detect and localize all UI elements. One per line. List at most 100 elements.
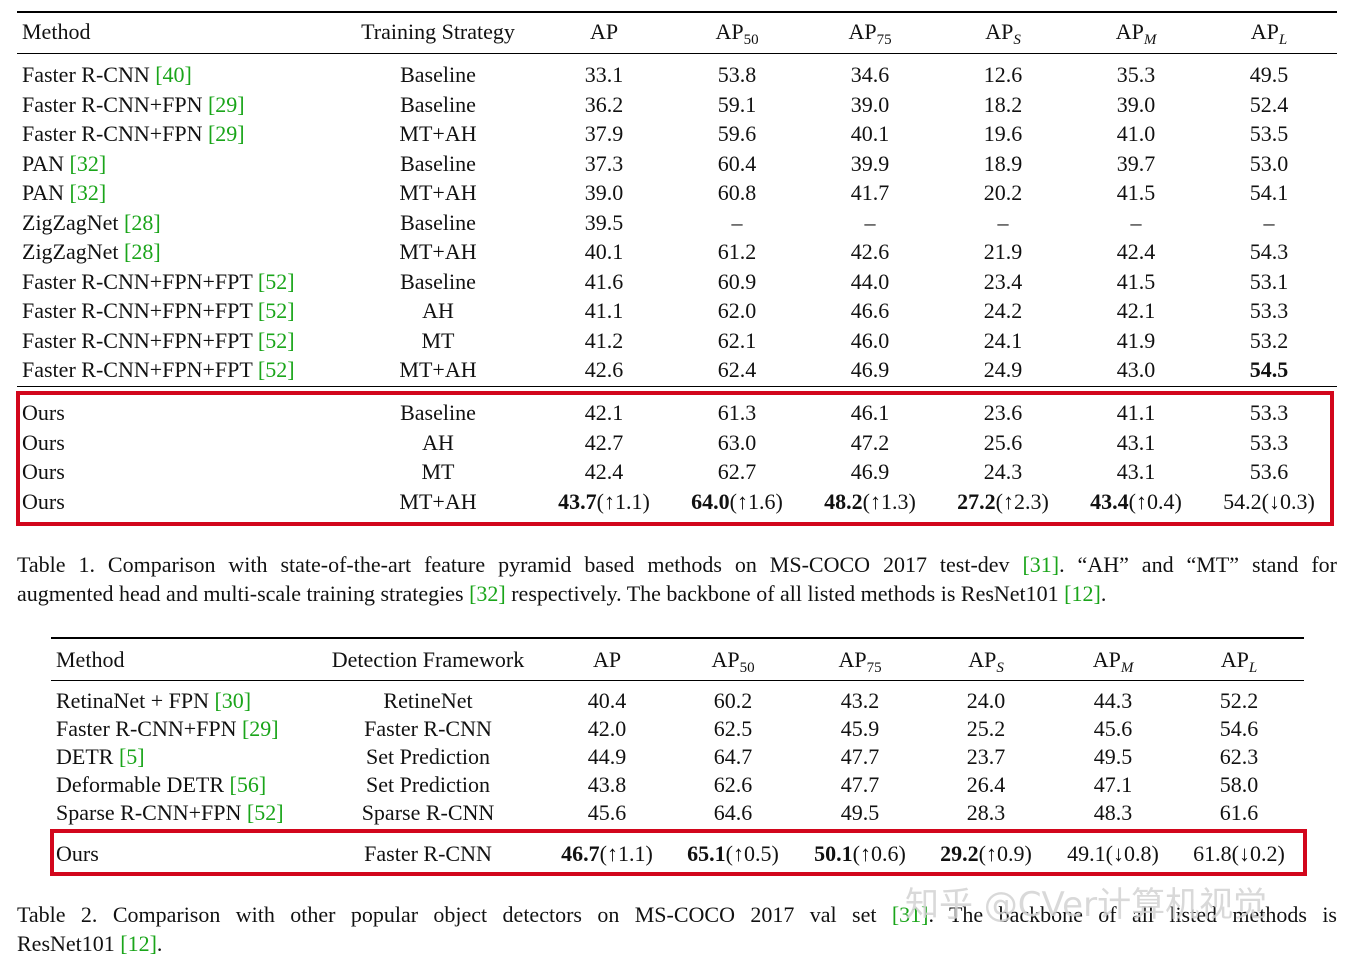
metric-value: 23.4	[983, 268, 1023, 294]
metric-value-with-delta: 50.1(↑0.6)	[814, 841, 906, 867]
metric-value: 12.6	[983, 62, 1023, 87]
metric-value-with-delta: 48.2(↑1.3)	[824, 489, 916, 515]
metric-value: 37.3	[584, 150, 624, 176]
table2-caption-line1: Table 2. Comparison with other popular o…	[17, 900, 1337, 929]
metric-value: 54.5	[1249, 357, 1289, 382]
metric-value: 53.3	[1249, 429, 1289, 455]
citation-link: [5]	[118, 744, 145, 769]
metric-value: 61.2	[717, 239, 757, 264]
method-name: Deformable DETR [56]	[56, 772, 266, 798]
metric-value: 52.2	[1219, 688, 1259, 713]
metric-value: 41.1	[584, 298, 624, 323]
metric-value: 53.1	[1249, 268, 1289, 294]
method-name: PAN [32]	[22, 180, 106, 206]
metric-value: 52.4	[1249, 91, 1289, 117]
caption-text: .	[1100, 581, 1107, 606]
caption-text: Table 1. Comparison with state-of-the-ar…	[17, 552, 1023, 577]
metric-subscript: L	[1248, 660, 1258, 676]
metric-value-with-delta: 64.0(↑1.6)	[691, 489, 783, 515]
metric-value: 41.1	[1116, 400, 1156, 425]
metric-value: 45.6	[1093, 716, 1133, 741]
metric-value: 42.4	[1116, 239, 1156, 264]
metric-value-bold: 65.1	[687, 841, 726, 866]
method-text: Deformable DETR	[56, 772, 230, 797]
metric-value: 41.0	[1116, 121, 1156, 146]
metric-name: AP	[838, 647, 867, 672]
metric-value: 63.0	[717, 429, 757, 455]
metric-subscript: S	[996, 660, 1004, 676]
metric-value: 36.2	[584, 91, 624, 117]
metric-subscript: 75	[876, 32, 892, 48]
metric-value: 43.8	[587, 772, 627, 797]
metric-value-bold: 43.7	[558, 488, 597, 514]
metric-value: –	[997, 209, 1009, 235]
metric-value: 46.1	[850, 400, 890, 425]
metric-value-with-delta: 65.1(↑0.5)	[687, 841, 779, 867]
metric-value: 41.6	[584, 268, 624, 294]
citation-link: [40]	[155, 62, 192, 87]
metric-value: 47.7	[840, 772, 880, 797]
metric-value: 47.7	[840, 744, 880, 769]
metric-name: AP	[592, 647, 622, 672]
metric-name: AP	[848, 19, 877, 44]
metric-value: 37.9	[584, 121, 624, 146]
metric-subscript: L	[1278, 32, 1288, 48]
citation-link: [12]	[120, 931, 157, 956]
metric-value-bold: 29.2	[940, 841, 979, 866]
metric-value: 54.1	[1249, 180, 1289, 205]
training-strategy: Baseline	[400, 209, 476, 235]
metric-value: 42.0	[587, 716, 627, 741]
metric-value: 44.0	[850, 268, 890, 294]
metric-delta: (↑1.1)	[596, 488, 650, 514]
metric-value: 60.4	[717, 150, 757, 176]
metric-value: 25.2	[966, 716, 1006, 741]
ours-highlight-box	[16, 391, 1334, 526]
metric-value: 43.1	[1116, 459, 1156, 484]
metric-value: 53.5	[1249, 121, 1289, 146]
metric-value: 41.5	[1116, 268, 1156, 294]
metric-delta: (↑0.4)	[1128, 488, 1182, 514]
training-strategy: Baseline	[400, 268, 476, 294]
zhihu-watermark: 知乎 @CVer计算机视觉	[905, 885, 1268, 925]
table-header-metric: APS	[968, 647, 1004, 676]
table-header-metric: APL	[1251, 19, 1287, 48]
caption-text: Table 2. Comparison with other popular o…	[17, 902, 892, 927]
metric-value: 26.4	[966, 772, 1006, 797]
metric-value: 25.6	[983, 429, 1023, 455]
metric-value: 41.9	[1116, 327, 1156, 353]
table1-mid-rule	[17, 386, 1337, 387]
training-strategy: Baseline	[400, 91, 476, 117]
metric-value: 60.8	[717, 180, 757, 205]
metric-value: 35.3	[1116, 62, 1156, 87]
method-name: Faster R-CNN+FPN [29]	[22, 92, 245, 118]
metric-value: 46.0	[850, 327, 890, 353]
metric-value: 48.3	[1093, 800, 1133, 825]
metric-value-with-delta: 27.2(↑2.3)	[957, 489, 1049, 515]
caption-text: respectively. The backbone of all listed…	[505, 581, 1065, 606]
metric-value: 45.6	[587, 800, 627, 825]
training-strategy: MT+AH	[399, 180, 477, 205]
training-strategy: Baseline	[400, 150, 476, 176]
metric-delta: (↑0.5)	[725, 841, 779, 866]
training-strategy: MT+AH	[399, 239, 477, 264]
metric-value: 24.9	[983, 357, 1023, 382]
metric-value: 54.6	[1219, 716, 1259, 741]
metric-value: 47.1	[1093, 772, 1133, 797]
citation-link: [52]	[257, 357, 295, 382]
metric-subscript: 75	[866, 660, 882, 676]
training-strategy: AH	[422, 429, 454, 455]
metric-value: 53.3	[1249, 298, 1289, 323]
metric-value: 61.3	[717, 400, 757, 425]
citation-link: [52]	[257, 268, 295, 294]
table1-caption-line2: augmented head and multi-scale training …	[17, 579, 1106, 608]
citation-link: [32]	[69, 150, 107, 176]
method-name: Sparse R-CNN+FPN [52]	[56, 800, 284, 826]
metric-value: 33.1	[584, 62, 624, 87]
metric-delta: 61.8(↓0.2)	[1193, 841, 1285, 866]
metric-value: 62.7	[717, 459, 757, 484]
table-header-metric: AP	[593, 647, 621, 673]
metric-value: 43.2	[840, 688, 880, 713]
caption-text: . The backbone of all listed methods is	[928, 902, 1338, 927]
metric-value: 39.5	[584, 209, 624, 235]
method-text: ZigZagNet	[22, 239, 125, 264]
